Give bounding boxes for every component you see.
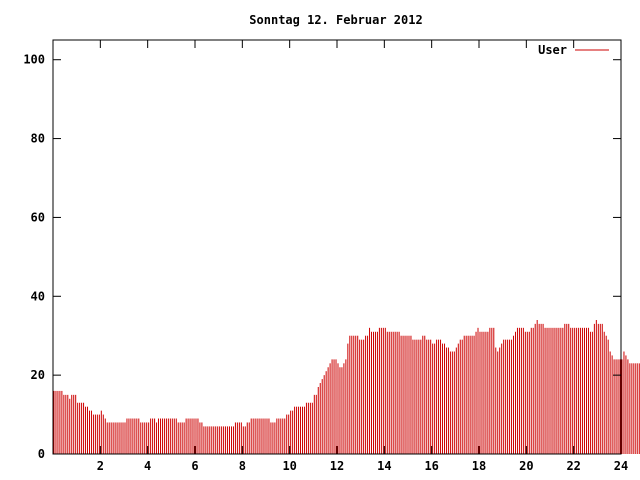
y-tick-label: 80 — [31, 132, 45, 146]
x-axis: 2 4 6 8 10 12 14 16 18 20 22 24 — [97, 40, 628, 473]
plot-frame — [52, 39, 622, 455]
legend: User — [538, 43, 609, 57]
x-tick-label: 4 — [144, 459, 151, 473]
x-tick-label: 22 — [566, 459, 580, 473]
x-tick-label: 10 — [282, 459, 296, 473]
x-tick-label: 14 — [377, 459, 391, 473]
x-tick-label: 2 — [97, 459, 104, 473]
legend-label: User — [538, 43, 567, 57]
x-tick-label: 12 — [330, 459, 344, 473]
y-tick-label: 0 — [38, 447, 45, 461]
chart-title: Sonntag 12. Februar 2012 — [249, 13, 422, 27]
x-tick-label: 20 — [519, 459, 533, 473]
bar-series — [53, 319, 640, 454]
y-tick-label: 100 — [23, 53, 45, 67]
x-tick-label: 8 — [239, 459, 246, 473]
y-tick-label: 40 — [31, 289, 45, 303]
y-tick-label: 60 — [31, 210, 45, 224]
x-tick-label: 6 — [191, 459, 198, 473]
x-tick-label: 24 — [614, 459, 628, 473]
y-tick-label: 20 — [31, 368, 45, 382]
x-tick-label: 18 — [472, 459, 486, 473]
y-axis: 0 20 40 60 80 100 — [23, 53, 621, 461]
x-tick-label: 16 — [424, 459, 438, 473]
